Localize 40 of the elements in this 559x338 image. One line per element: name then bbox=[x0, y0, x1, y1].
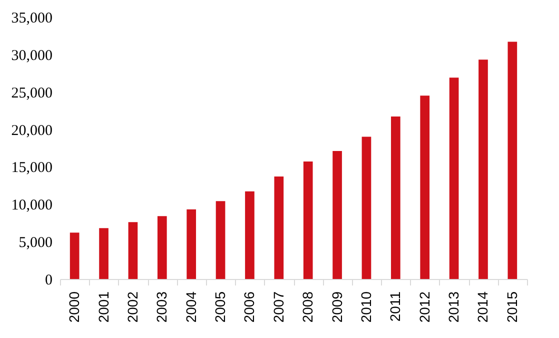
bar bbox=[99, 228, 108, 279]
bar bbox=[303, 161, 313, 279]
y-tick-label: 25,000 bbox=[11, 85, 52, 102]
bar bbox=[478, 60, 488, 279]
y-tick-label: 20,000 bbox=[11, 122, 52, 139]
x-tick-label: 2004 bbox=[182, 291, 199, 323]
y-tick-label: 10,000 bbox=[11, 198, 52, 214]
bar bbox=[70, 232, 80, 279]
bar bbox=[390, 116, 400, 279]
bar bbox=[186, 209, 196, 279]
x-tick-label: 2010 bbox=[358, 291, 374, 323]
y-tick-label: 35,000 bbox=[11, 10, 52, 26]
x-tick-label: 2011 bbox=[387, 291, 404, 322]
x-tick-label: 2001 bbox=[95, 291, 112, 323]
bar bbox=[449, 78, 459, 279]
y-tick-label: 15,000 bbox=[11, 160, 52, 176]
bar bbox=[157, 216, 167, 279]
bar bbox=[362, 136, 372, 279]
bar bbox=[274, 176, 284, 279]
bar bbox=[216, 201, 226, 279]
y-tick-label: 5,000 bbox=[18, 235, 52, 252]
x-tick-label: 2013 bbox=[446, 291, 462, 323]
bar bbox=[128, 222, 138, 279]
x-tick-label: 2005 bbox=[212, 291, 228, 323]
x-tick-label: 2007 bbox=[270, 291, 286, 323]
x-tick-label: 2012 bbox=[416, 291, 432, 323]
x-tick-label: 2008 bbox=[300, 291, 316, 323]
y-tick-label: 30,000 bbox=[11, 48, 52, 64]
bar bbox=[332, 150, 342, 279]
bar bbox=[508, 42, 518, 279]
x-tick-label: 2003 bbox=[154, 291, 170, 323]
y-tick-label: 0 bbox=[45, 272, 52, 288]
x-tick-label: 2000 bbox=[66, 291, 82, 323]
x-tick-label: 2002 bbox=[124, 291, 140, 323]
x-tick-label: 2015 bbox=[504, 291, 520, 323]
x-tick-label: 2014 bbox=[474, 291, 491, 323]
bar bbox=[420, 96, 430, 279]
x-tick-label: 2009 bbox=[328, 291, 345, 323]
bar bbox=[245, 191, 254, 279]
x-tick-label: 2006 bbox=[241, 291, 258, 323]
